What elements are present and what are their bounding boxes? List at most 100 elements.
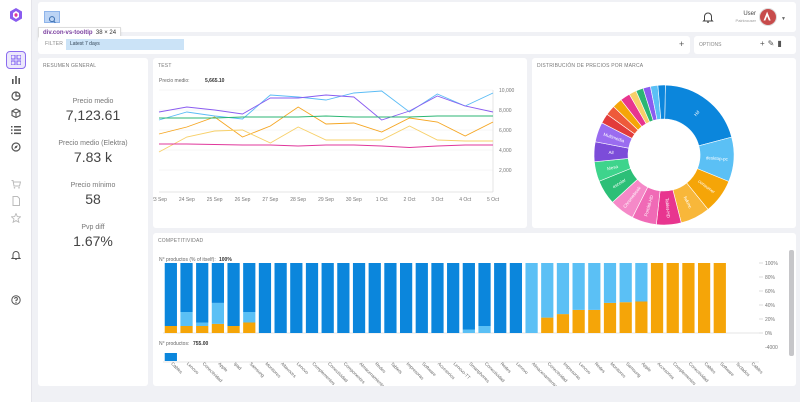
avatar-logo-icon	[760, 9, 774, 23]
bar-segment	[682, 263, 695, 333]
bar-segment	[180, 312, 193, 326]
navigator-bar	[164, 353, 177, 361]
user-role: Pairkrouser	[735, 18, 756, 23]
kpi-label: Precio medio (Elektra)	[58, 140, 128, 147]
x-tick-label: Cables	[170, 361, 184, 375]
stacked-bar-chart[interactable]: N° productos (% of itself): 100% N° prod…	[153, 233, 796, 386]
bar-segment	[635, 263, 648, 302]
x-tick-label: 25 Sep	[207, 197, 223, 203]
pie-slice-label: Tablet-HD	[665, 198, 671, 219]
nav-compass-icon[interactable]	[7, 139, 25, 155]
series-line	[158, 90, 494, 121]
bar-segment	[619, 263, 632, 303]
bar-segment	[211, 323, 225, 333]
bar-segment	[399, 263, 413, 333]
x-tick-label: 28 Sep	[290, 197, 306, 203]
y-tick-label: 0%	[765, 331, 773, 337]
x-tick-label: 26 Sep	[235, 197, 251, 203]
kpi-pvp-diff: Pvp diff 1.67%	[38, 224, 148, 249]
bar-segment	[258, 263, 272, 333]
bar-segment	[588, 263, 601, 310]
nav-help-icon[interactable]	[7, 292, 25, 308]
scrollbar[interactable]	[789, 250, 794, 356]
add-filter-icon[interactable]: +	[679, 39, 685, 49]
pie-slice-label: All	[608, 150, 613, 155]
bar-segment	[603, 263, 617, 303]
bar-segment	[697, 263, 711, 333]
y-tick-label: 40%	[765, 303, 776, 309]
bar-segment	[478, 263, 491, 326]
nav-file-icon[interactable]	[7, 193, 25, 209]
x-tick-label: Lenovo	[578, 361, 592, 375]
pie-slice-label: Hd	[693, 109, 701, 117]
user-info[interactable]: User Pairkrouser	[736, 11, 756, 23]
nav-cart-icon[interactable]	[7, 176, 25, 192]
search-button[interactable]	[44, 11, 60, 24]
bar-segment	[290, 263, 303, 333]
x-tick-label: Redes	[374, 361, 387, 374]
test-chart-card: TEST Precio medio: 5,665.10 10,000 8,000 6…	[153, 58, 527, 228]
bar-segment	[635, 301, 648, 333]
add-option-icon[interactable]: +	[760, 39, 768, 48]
y-tick-label: 10,000	[499, 88, 515, 94]
kpi-label: Precio medio	[72, 98, 114, 105]
bar-segment	[243, 263, 256, 312]
x-tick-label: 27 Sep	[262, 197, 278, 203]
bar-segment	[211, 263, 225, 303]
bar-segment	[227, 263, 240, 326]
bar-segment	[180, 263, 193, 312]
pie-slice-label: desktop-pc	[706, 155, 729, 161]
nav-pie-chart-icon[interactable]	[7, 88, 25, 104]
y-tick-label: 100%	[765, 261, 778, 267]
top-bar: div.con-vs-tooltip 38 × 24 User Pairkrou…	[38, 2, 796, 40]
bar-segment	[603, 302, 617, 333]
brand-distribution-card: DISTRIBUCIÓN DE PRECIOS POR MARCA Hd desk…	[532, 58, 796, 228]
nav-notifications-icon[interactable]	[7, 247, 25, 263]
nav-bar-chart-icon[interactable]	[7, 71, 25, 87]
bell-icon[interactable]	[702, 11, 714, 23]
pencil-icon[interactable]: ✎	[767, 39, 778, 48]
bar-segment	[352, 263, 366, 333]
bar-segment	[243, 312, 256, 323]
pie-slice-label: Mesa	[607, 164, 619, 172]
chevron-down-icon[interactable]: ▼	[781, 16, 786, 22]
x-tick-label: 30 Sep	[346, 197, 362, 203]
line-chart[interactable]: Precio medio: 5,665.10 10,000 8,000 6,000 4…	[153, 58, 527, 228]
bar-segment	[368, 263, 381, 333]
app-logo-icon[interactable]	[9, 8, 23, 22]
x-tick-label: Apple	[217, 361, 229, 373]
y-tick-label: 4,000	[499, 148, 512, 154]
x-tick-label: Samsung	[625, 361, 642, 378]
x-tick-label: Lenovo	[515, 361, 529, 375]
options-label: OPTIONS	[699, 42, 722, 48]
x-tick-label: 2 Oct	[404, 197, 417, 203]
nav-list-icon[interactable]	[7, 122, 25, 138]
x-tick-label: 1 Oct	[376, 197, 389, 203]
bar-segment	[431, 263, 444, 333]
series-line	[159, 115, 493, 119]
bar-segment	[556, 314, 570, 333]
x-tick-label: Software	[719, 361, 735, 377]
bar-segment	[447, 263, 460, 333]
avatar[interactable]	[759, 8, 777, 26]
bar-bottom-label-value: 755.00	[193, 341, 209, 347]
donut-chart[interactable]: Hddesktop-pcconsumerfwkmcTablet-HDPortát…	[532, 58, 796, 228]
filter-chip-date-range[interactable]: Latest 7 days	[66, 39, 184, 50]
bar-segment	[196, 326, 209, 333]
x-tick-label: Redes	[500, 361, 513, 374]
nav-star-icon[interactable]	[7, 210, 25, 226]
bar-segment	[164, 263, 177, 326]
series-line	[158, 125, 493, 153]
line-chart-subtitle-value: 5,665.10	[205, 78, 225, 84]
kpi-min-price: Precio mínimo 58	[38, 182, 148, 207]
nav-box-icon[interactable]	[7, 105, 25, 121]
x-tick-label: Redes	[594, 361, 607, 374]
bookmark-icon[interactable]: ▮	[777, 39, 785, 48]
bar-segment	[227, 326, 240, 333]
nav-dashboard-icon[interactable]	[6, 51, 26, 69]
kpi-avg-price: Precio medio 7,123.61	[38, 98, 148, 123]
bar-segment	[196, 263, 209, 323]
summary-title: RESUMEN GENERAL	[43, 63, 97, 69]
bar-segment	[494, 263, 507, 333]
user-name: User	[743, 11, 756, 17]
